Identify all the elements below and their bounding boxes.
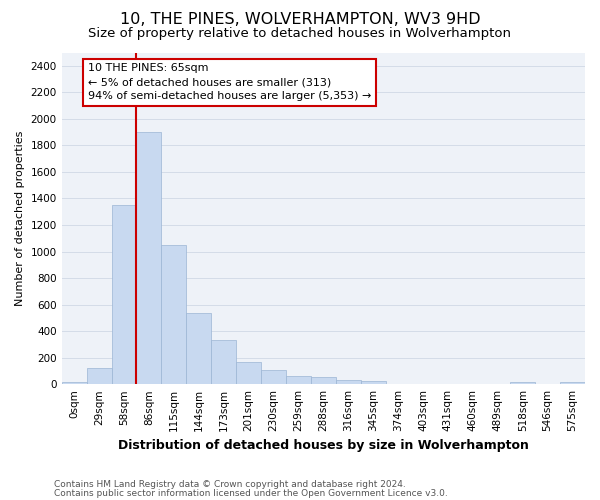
Bar	[236, 362, 261, 384]
Bar	[186, 312, 211, 384]
Bar	[112, 205, 136, 384]
Bar	[161, 245, 186, 384]
Bar	[86, 368, 112, 384]
Text: Contains HM Land Registry data © Crown copyright and database right 2024.: Contains HM Land Registry data © Crown c…	[54, 480, 406, 489]
Bar	[62, 382, 86, 384]
Text: Size of property relative to detached houses in Wolverhampton: Size of property relative to detached ho…	[89, 28, 511, 40]
Text: Contains public sector information licensed under the Open Government Licence v3: Contains public sector information licen…	[54, 488, 448, 498]
Text: 10, THE PINES, WOLVERHAMPTON, WV3 9HD: 10, THE PINES, WOLVERHAMPTON, WV3 9HD	[119, 12, 481, 28]
X-axis label: Distribution of detached houses by size in Wolverhampton: Distribution of detached houses by size …	[118, 440, 529, 452]
Bar	[136, 132, 161, 384]
Bar	[560, 382, 585, 384]
Bar	[311, 377, 336, 384]
Bar	[361, 381, 386, 384]
Y-axis label: Number of detached properties: Number of detached properties	[15, 130, 25, 306]
Bar	[286, 376, 311, 384]
Bar	[261, 370, 286, 384]
Text: 10 THE PINES: 65sqm
← 5% of detached houses are smaller (313)
94% of semi-detach: 10 THE PINES: 65sqm ← 5% of detached hou…	[88, 63, 371, 101]
Bar	[336, 380, 361, 384]
Bar	[211, 340, 236, 384]
Bar	[510, 382, 535, 384]
